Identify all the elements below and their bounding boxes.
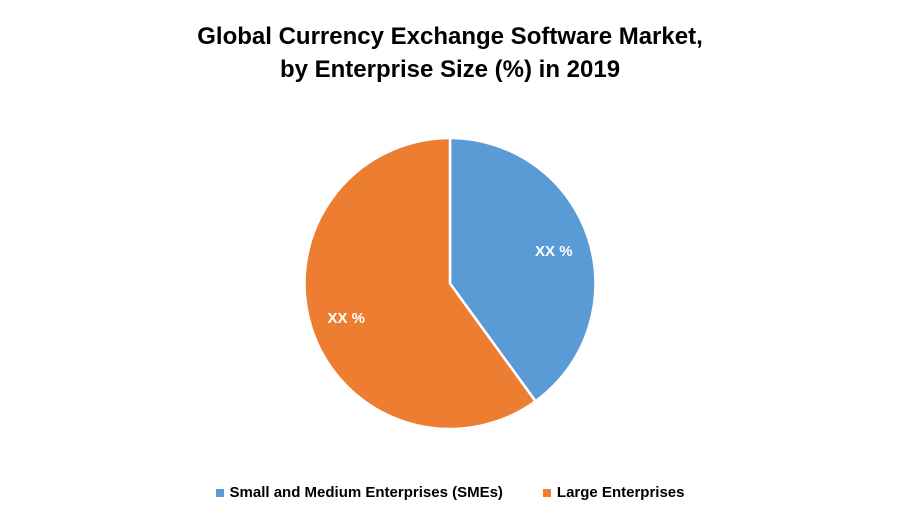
title-line-1: Global Currency Exchange Software Market… <box>197 23 703 50</box>
chart-title: Global Currency Exchange Software Market… <box>0 20 900 86</box>
pie-slice-smes <box>448 136 597 403</box>
legend-label-smes: Small and Medium Enterprises (SMEs) <box>229 484 503 501</box>
legend: Small and Medium Enterprises (SMEs) Larg… <box>0 484 900 501</box>
legend-swatch-smes <box>215 488 224 497</box>
legend-swatch-large <box>542 488 551 497</box>
legend-item-large: Large Enterprises <box>542 484 685 501</box>
data-label-smes: XX % <box>535 243 573 260</box>
pie-slice-large <box>303 136 538 431</box>
legend-item-smes: Small and Medium Enterprises (SMEs) <box>215 484 503 501</box>
title-line-2: by Enterprise Size (%) in 2019 <box>279 56 621 83</box>
data-label-large: XX % <box>327 310 365 327</box>
legend-label-large: Large Enterprises <box>556 484 685 501</box>
